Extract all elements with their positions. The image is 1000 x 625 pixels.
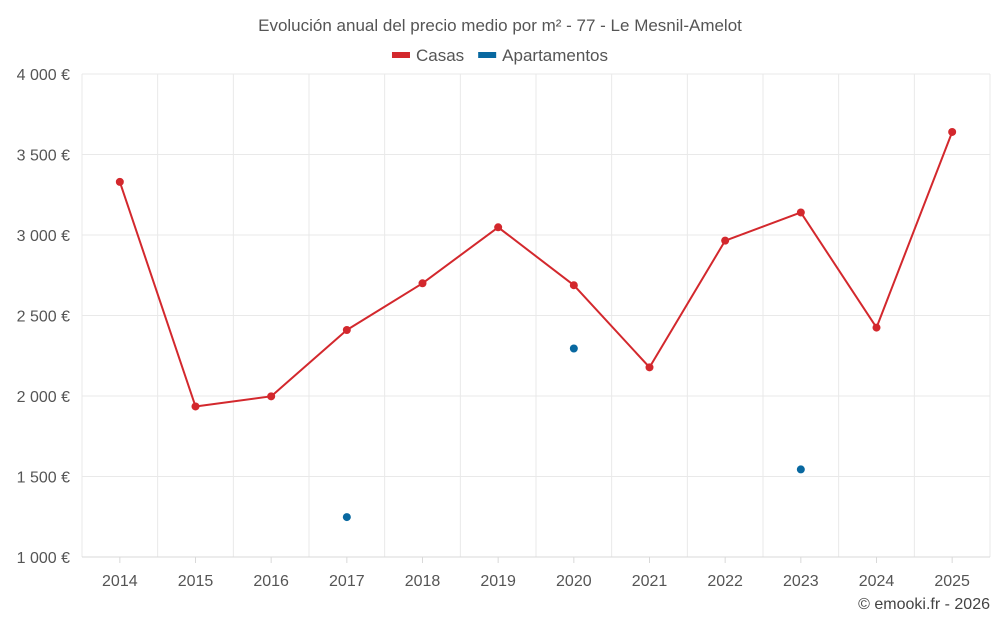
x-tick-label: 2019 — [480, 573, 516, 590]
y-tick-label: 1 500 € — [17, 470, 70, 487]
data-point — [418, 279, 427, 288]
y-tick-label: 4 000 € — [17, 67, 70, 84]
x-tick-label: 2023 — [783, 573, 819, 590]
data-point — [342, 513, 351, 522]
x-tick-label: 2015 — [178, 573, 214, 590]
x-tick-label: 2025 — [934, 573, 970, 590]
x-tick-label: 2014 — [102, 573, 138, 590]
legend-label: Apartamentos — [502, 46, 608, 65]
x-tick-label: 2020 — [556, 573, 592, 590]
data-point — [872, 323, 881, 332]
chart-title: Evolución anual del precio medio por m² … — [258, 16, 742, 35]
data-point — [267, 392, 276, 401]
data-point — [115, 177, 124, 186]
y-tick-label: 1 000 € — [17, 550, 70, 567]
y-tick-label: 3 500 € — [17, 148, 70, 165]
legend: Casas Apartamentos — [391, 46, 608, 65]
data-point — [948, 127, 957, 136]
series-apartamentos — [342, 344, 805, 522]
series-line — [118, 131, 954, 408]
data-point — [796, 208, 805, 217]
data-point — [569, 281, 578, 290]
data-point — [191, 402, 200, 411]
x-tick-label: 2021 — [632, 573, 668, 590]
y-tick-label: 2 500 € — [17, 309, 70, 326]
legend-label: Casas — [416, 46, 464, 65]
data-point — [645, 363, 654, 372]
y-tick-label: 2 000 € — [17, 389, 70, 406]
x-tick-label: 2017 — [329, 573, 365, 590]
data-point — [342, 325, 351, 334]
data-point — [796, 465, 805, 474]
y-axis: 1 000 € 1 500 € 2 000 € 2 500 € 3 000 € 3 500… — [17, 67, 70, 567]
x-tick-label: 2018 — [405, 573, 441, 590]
x-axis: 2014 2015 2016 2017 2018 2019 2020 2021 2022 2023… — [102, 557, 970, 590]
gridlines — [81, 73, 991, 558]
series-casas — [115, 127, 957, 411]
x-tick-label: 2016 — [253, 573, 289, 590]
x-tick-label: 2024 — [859, 573, 895, 590]
legend-swatch — [478, 52, 497, 58]
data-point — [569, 344, 578, 353]
data-point — [721, 236, 730, 245]
x-tick-label: 2022 — [707, 573, 743, 590]
series-layer — [115, 127, 957, 522]
credit-label: © emooki.fr - 2026 — [858, 596, 990, 613]
legend-swatch — [391, 52, 410, 58]
data-point — [494, 223, 503, 232]
y-tick-label: 3 000 € — [17, 228, 70, 245]
